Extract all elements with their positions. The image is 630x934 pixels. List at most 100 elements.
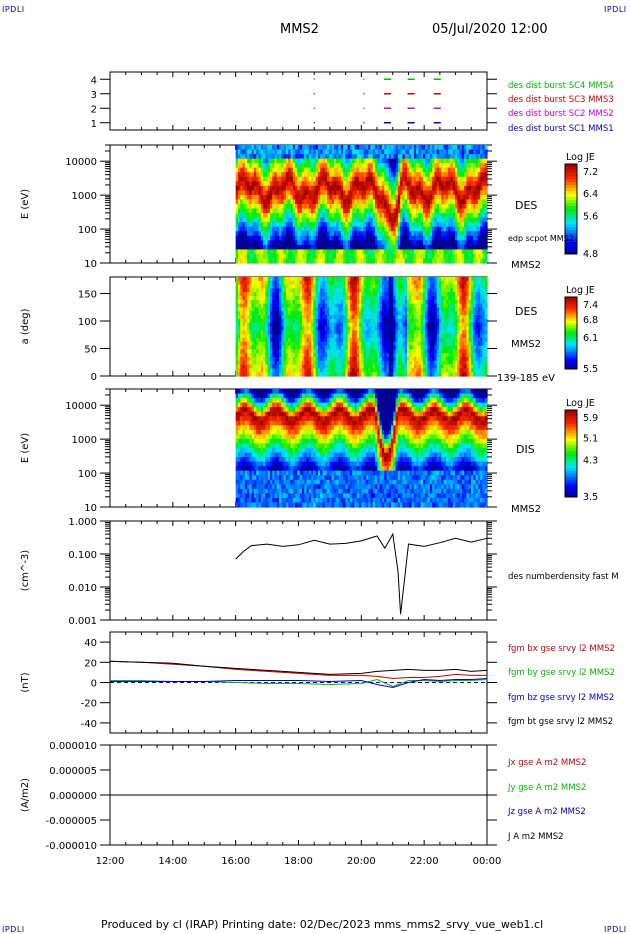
des-energy-cell [420, 176, 424, 182]
des-pitch-cell [375, 349, 378, 354]
des-energy-cell [441, 253, 445, 260]
des-energy-cell [473, 149, 477, 155]
des-pitch-cell [352, 299, 356, 305]
des-pitch-cell [347, 326, 351, 331]
des-energy-cell [240, 226, 244, 232]
des-energy-cell [416, 217, 420, 223]
des-energy-cell [471, 249, 474, 255]
des-energy-cell [429, 190, 433, 196]
des-pitch-cell [379, 284, 383, 290]
des-energy-cell [402, 213, 406, 219]
des-energy-cell [441, 249, 445, 255]
des-pitch-cell [281, 296, 285, 301]
des-pitch-cell [244, 292, 248, 297]
des-energy-cell [439, 213, 442, 219]
des-pitch-cell [297, 330, 301, 335]
des-energy-cell [237, 167, 241, 173]
des-energy-cell [247, 240, 250, 246]
des-pitch-cell [281, 326, 285, 331]
des-energy-cell [333, 217, 337, 223]
des-energy-cell [475, 213, 479, 219]
des-pitch-cell [276, 284, 280, 290]
des-energy-cell [397, 235, 401, 241]
des-pitch-cell [290, 364, 294, 369]
des-pitch-cell [249, 345, 253, 350]
des-energy-cell [400, 163, 404, 169]
des-energy-cell [279, 167, 282, 173]
des-pitch-cell [272, 345, 276, 350]
des-pitch-cell [379, 356, 383, 362]
des-energy-cell [292, 199, 296, 205]
des-energy-cell [361, 199, 365, 205]
des-energy-cell [482, 231, 486, 237]
des-pitch-cell [301, 318, 305, 324]
des-energy-cell [429, 217, 433, 223]
des-pitch-cell [372, 349, 376, 354]
des-energy-cell [400, 249, 404, 255]
des-energy-cell [356, 208, 360, 214]
des-energy-cell [393, 199, 397, 205]
des-energy-cell [452, 145, 456, 151]
des-energy-cell [329, 172, 333, 178]
des-energy-cell [249, 194, 253, 201]
des-energy-cell [260, 181, 264, 187]
des-energy-colorbar-cell [565, 170, 577, 174]
des-pitch-cell [260, 299, 264, 305]
des-pitch-cell [306, 326, 310, 331]
des-energy-cell [317, 185, 321, 191]
des-pitch-cell [242, 337, 246, 343]
des-pitch-cell [365, 292, 369, 297]
des-energy-cell [356, 222, 360, 228]
des-energy-cell [480, 176, 484, 182]
des-energy-cell [235, 235, 239, 241]
des-energy-cell [416, 163, 420, 169]
des-pitch-cell [267, 277, 271, 282]
des-energy-cell [285, 167, 289, 173]
des-pitch-cell [317, 330, 321, 335]
des-energy-cell [269, 145, 273, 151]
des-energy-cell [251, 244, 255, 250]
des-energy-cell [370, 235, 374, 241]
des-energy-cell [436, 244, 440, 250]
des-energy-cell [375, 244, 378, 250]
des-pitch-cell [265, 368, 269, 373]
des-energy-cell [290, 222, 294, 228]
des-energy-cell [322, 154, 326, 160]
des-pitch-cell [315, 311, 319, 316]
des-pitch-cell [365, 311, 369, 316]
des-pitch-cell [272, 299, 276, 305]
des-pitch-cell [269, 311, 273, 316]
des-pitch-cell [288, 368, 292, 373]
des-energy-cell [354, 176, 358, 182]
des-pitch-cell [352, 372, 356, 377]
des-energy-cell [459, 231, 463, 237]
des-energy-cell [244, 145, 248, 151]
des-energy-cell [345, 194, 349, 201]
des-energy-cell [375, 258, 378, 264]
des-pitch-cell [251, 280, 255, 286]
des-energy-cell [388, 208, 392, 214]
des-pitch-cell [320, 356, 324, 362]
des-energy-cell [471, 204, 474, 210]
des-energy-cell [272, 204, 276, 210]
des-energy-cell [313, 145, 317, 151]
des-pitch-cell [347, 334, 351, 339]
des-energy-cell [409, 167, 413, 173]
des-pitch-cell [256, 372, 260, 377]
des-energy-cell [274, 222, 278, 228]
des-energy-cell [322, 240, 326, 246]
des-pitch-cell [263, 356, 266, 362]
des-energy-cell [434, 145, 438, 151]
des-pitch-cell [370, 280, 374, 286]
des-energy-cell [331, 258, 335, 264]
des-energy-cell [416, 185, 420, 191]
des-energy-cell [402, 258, 406, 264]
des-energy-cell [441, 158, 445, 164]
des-energy-cell [441, 226, 445, 232]
des-pitch-cell [308, 288, 312, 293]
corner-mark-bottom-left: IPDLI [2, 925, 25, 934]
des-energy-cell [413, 222, 417, 228]
des-energy-cell [425, 244, 429, 250]
des-energy-cell [407, 190, 410, 196]
des-energy-cell [317, 217, 321, 223]
